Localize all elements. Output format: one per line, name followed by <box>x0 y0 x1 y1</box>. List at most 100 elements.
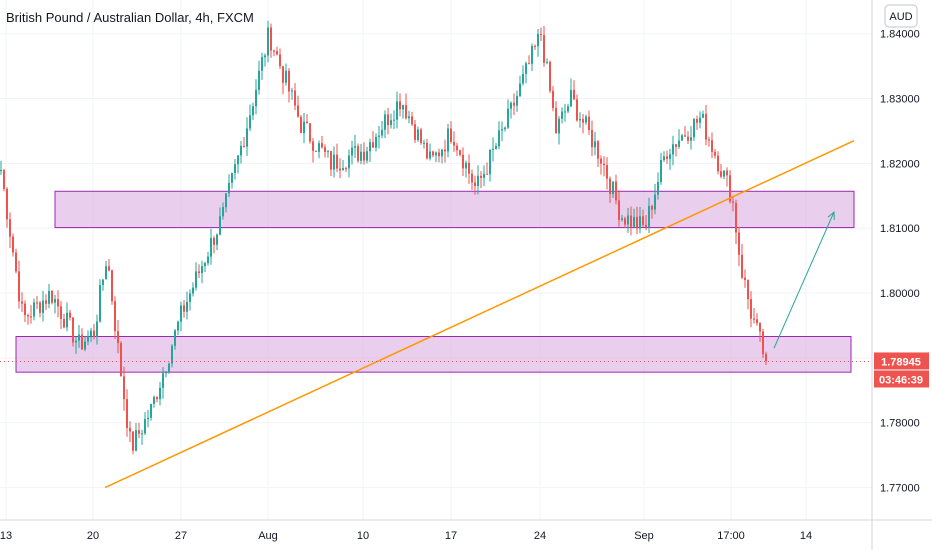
candle-body <box>579 119 581 121</box>
candle-body <box>480 175 482 178</box>
price-tick-label: 1.77000 <box>880 483 920 495</box>
candle-body <box>0 170 2 172</box>
candle-body <box>36 302 38 304</box>
candle-body <box>177 321 179 331</box>
candle-body <box>324 147 326 152</box>
candle-body <box>147 417 149 420</box>
candle-body <box>411 116 413 125</box>
candle-body <box>624 218 626 225</box>
candle-body <box>282 66 284 83</box>
candle-body <box>69 312 71 318</box>
price-axis[interactable]: 1.840001.830001.820001.810001.800001.790… <box>880 29 920 495</box>
candle-body <box>24 303 26 316</box>
candle-body <box>381 129 383 136</box>
candle-body <box>420 129 422 143</box>
candle-body <box>762 331 764 355</box>
time-tick-label: 14 <box>800 530 812 542</box>
candle-body <box>471 173 473 183</box>
candle-body <box>699 117 701 123</box>
candle-body <box>447 128 449 152</box>
candle-body <box>306 121 308 124</box>
candle-body <box>366 151 368 161</box>
candle-body <box>555 108 557 134</box>
candle-body <box>606 165 608 179</box>
candle-body <box>258 70 260 90</box>
candlestick-series <box>0 20 767 455</box>
candle-body <box>642 216 644 225</box>
candle-body <box>93 330 95 337</box>
candle-body <box>534 45 536 47</box>
candle-body <box>42 300 44 313</box>
candle-body <box>612 181 614 195</box>
candle-body <box>645 224 647 227</box>
candle-body <box>294 90 296 106</box>
candle-body <box>432 151 434 156</box>
candle-body <box>276 51 278 55</box>
candle-body <box>111 270 113 302</box>
candle-body <box>72 317 74 343</box>
candle-body <box>384 114 386 130</box>
candle-body <box>246 128 248 147</box>
candle-body <box>585 116 587 123</box>
support-resistance-zones <box>15 190 855 373</box>
candle-body <box>588 116 590 130</box>
currency-badge[interactable]: AUD <box>884 4 918 28</box>
candle-body <box>354 146 356 148</box>
candle-body <box>171 345 173 364</box>
candle-body <box>732 201 734 203</box>
last-price-tags: 1.78945 03:46:39 <box>874 352 929 388</box>
candle-body <box>399 101 401 110</box>
candle-body <box>663 156 665 161</box>
candle-body <box>657 181 659 195</box>
candle-body <box>486 173 488 175</box>
time-tick-label: 10 <box>357 530 369 542</box>
candle-body <box>78 334 80 341</box>
candle-body <box>162 373 164 388</box>
candle-body <box>165 372 167 374</box>
candle-body <box>309 123 311 142</box>
candle-body <box>138 430 140 434</box>
candle-body <box>654 194 656 210</box>
candle-body <box>153 396 155 404</box>
candle-body <box>90 330 92 337</box>
candle-body <box>15 252 17 272</box>
candle-body <box>108 266 110 271</box>
candle-body <box>456 145 458 151</box>
candle-body <box>3 170 5 189</box>
candle-body <box>462 154 464 169</box>
candle-body <box>168 363 170 373</box>
candle-body <box>666 156 668 159</box>
candle-body <box>360 151 362 161</box>
candle-body <box>444 149 446 152</box>
candle-body <box>105 266 107 280</box>
candle-body <box>372 142 374 148</box>
candle-body <box>651 205 653 210</box>
candle-body <box>222 207 224 217</box>
candle-body <box>198 271 200 274</box>
candle-body <box>150 403 152 418</box>
candle-body <box>546 61 548 63</box>
candle-body <box>390 120 392 126</box>
candle-body <box>483 173 485 178</box>
candle-body <box>414 124 416 140</box>
candle-body <box>219 216 221 235</box>
time-axis[interactable]: 13 20 27 Aug 10 17 24 Sep 17:00 14 <box>0 530 812 542</box>
candle-body <box>357 146 359 161</box>
candle-body <box>240 145 242 156</box>
candle-body <box>543 35 545 63</box>
forecast-arrow-head <box>827 210 835 221</box>
candle-body <box>564 111 566 113</box>
candle-body <box>234 164 236 174</box>
candle-body <box>237 155 239 165</box>
candle-body <box>639 216 641 229</box>
price-tick-label: 1.81000 <box>880 223 920 235</box>
price-tick-label: 1.78000 <box>880 418 920 430</box>
candle-body <box>468 162 470 174</box>
candle-body <box>27 315 29 317</box>
candle-body <box>567 106 569 112</box>
currency-label: AUD <box>889 11 912 23</box>
candle-body <box>96 321 98 337</box>
candle-body <box>549 61 551 91</box>
candle-body <box>387 114 389 126</box>
